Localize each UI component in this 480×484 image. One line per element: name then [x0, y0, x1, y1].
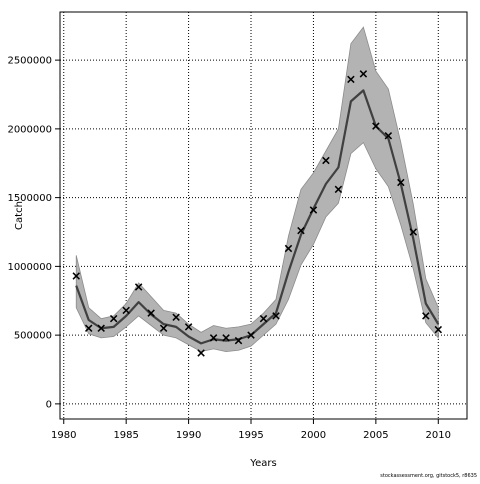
observed-point-stroke	[159, 324, 168, 332]
observed-point	[134, 283, 143, 291]
observed-point	[309, 206, 318, 214]
observed-point	[222, 334, 230, 342]
observed-point-stroke	[284, 244, 293, 253]
observed-point	[334, 185, 343, 194]
observed-point	[197, 349, 205, 357]
y-tick-label: 1500000	[7, 193, 52, 204]
observed-point	[247, 331, 255, 339]
x-tick-label: 2005	[363, 430, 388, 441]
observed-point	[434, 325, 443, 334]
observed-point-stroke	[197, 349, 205, 357]
observed-point	[384, 132, 393, 140]
observed-point-stroke	[422, 312, 430, 320]
observed-point	[209, 334, 218, 342]
y-tick-label: 500000	[14, 331, 52, 342]
observed-point-stroke	[334, 185, 343, 194]
observed-point-stroke	[122, 306, 130, 315]
observed-point-stroke	[309, 206, 318, 214]
observed-point-stroke	[134, 283, 143, 291]
observed-point	[72, 272, 80, 280]
observed-point-stroke	[247, 331, 255, 339]
observed-point-stroke	[109, 314, 118, 323]
y-tick-label: 2500000	[7, 56, 52, 67]
observed-point	[322, 156, 330, 165]
observed-point	[422, 312, 430, 320]
observed-point-stroke	[372, 122, 380, 130]
observed-point	[297, 226, 305, 235]
observed-point-stroke	[397, 178, 405, 187]
observed-point-stroke	[209, 334, 218, 342]
observed-point	[272, 312, 280, 320]
observed-point-stroke	[72, 272, 80, 280]
observed-point	[147, 309, 155, 317]
confidence-band	[75, 26, 439, 353]
observed-point-stroke	[322, 156, 330, 165]
observed-point	[409, 228, 418, 236]
observed-point	[397, 178, 405, 187]
observed-point-stroke	[272, 312, 280, 320]
observed-point	[372, 122, 380, 130]
observed-point-stroke	[434, 325, 443, 334]
observed-point-stroke	[184, 323, 193, 331]
footer-credit: stockassessment.org, gitstock5, r8635	[380, 473, 477, 479]
y-axis-label: Catch	[14, 201, 25, 230]
y-tick-label: 0	[46, 399, 52, 410]
x-axis-label: Years	[249, 458, 276, 469]
observed-point	[109, 314, 118, 323]
x-tick-label: 1995	[238, 430, 263, 441]
x-tick-label: 1980	[51, 430, 76, 441]
observed-point-stroke	[147, 309, 155, 317]
observed-point	[159, 324, 168, 332]
x-tick-label: 2000	[301, 430, 326, 441]
observed-point-stroke	[384, 132, 393, 140]
observed-point	[172, 313, 180, 321]
observed-point	[259, 314, 268, 323]
x-tick-label: 2010	[426, 430, 451, 441]
observed-point	[122, 306, 130, 315]
x-tick-label: 1990	[176, 430, 201, 441]
observed-point-stroke	[359, 70, 368, 78]
x-tick-label: 1985	[113, 430, 138, 441]
y-tick-label: 2000000	[7, 124, 52, 135]
observed-point	[359, 70, 368, 78]
observed-point-stroke	[172, 313, 180, 321]
observed-point	[184, 323, 193, 331]
observed-point-stroke	[297, 226, 305, 235]
observed-point	[234, 336, 243, 345]
observed-point	[284, 244, 293, 253]
observed-point-stroke	[409, 228, 418, 236]
y-tick-label: 1000000	[7, 262, 52, 273]
observed-point-stroke	[347, 75, 355, 84]
observed-point-stroke	[222, 334, 230, 342]
plot-frame	[59, 11, 468, 420]
observed-point-stroke	[234, 336, 243, 345]
observed-point-stroke	[84, 324, 93, 332]
observed-point-stroke	[97, 324, 105, 332]
observed-point-stroke	[259, 314, 268, 323]
observed-point	[84, 324, 93, 332]
observed-point	[347, 75, 355, 84]
observed-point	[97, 324, 105, 332]
